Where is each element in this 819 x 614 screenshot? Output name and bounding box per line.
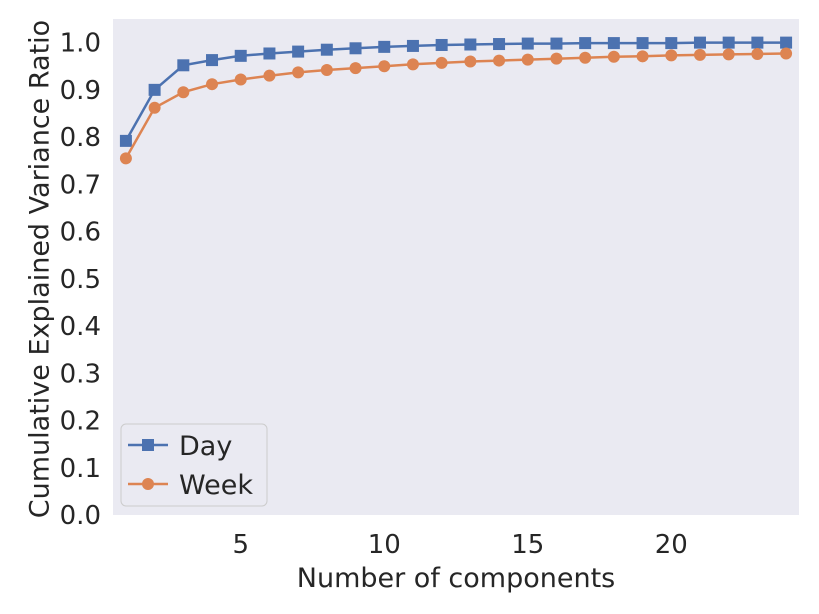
series-day: [119, 36, 793, 147]
data-point: [206, 54, 219, 67]
data-point: [521, 53, 534, 66]
data-point: [607, 37, 620, 50]
data-point: [521, 37, 534, 50]
data-point: [751, 36, 764, 49]
series-week: [119, 47, 793, 165]
y-tick-label: 0.1: [60, 454, 101, 484]
data-point: [378, 40, 391, 53]
y-tick-label: 0.9: [60, 76, 101, 106]
data-point: [435, 38, 448, 51]
data-point: [263, 47, 276, 60]
data-point: [119, 152, 132, 165]
data-point: [464, 55, 477, 68]
y-tick-label: 0.0: [60, 501, 101, 531]
y-tick-label: 1.0: [60, 29, 101, 59]
data-point: [693, 48, 706, 61]
x-axis-label: Number of components: [297, 563, 615, 594]
data-point: [493, 54, 506, 67]
data-point: [406, 58, 419, 71]
data-point: [349, 62, 362, 75]
y-tick-label: 0.2: [60, 407, 101, 437]
data-point: [435, 56, 448, 69]
data-point: [636, 37, 649, 50]
data-point: [493, 38, 506, 51]
legend-marker-square: [142, 439, 154, 451]
legend-entry-week: Week: [128, 470, 253, 501]
y-tick-label: 0.6: [60, 218, 101, 248]
data-point: [292, 66, 305, 79]
data-point: [693, 36, 706, 49]
y-tick-label: 0.7: [60, 170, 101, 200]
data-point: [780, 36, 793, 49]
data-point: [780, 47, 793, 60]
x-tick-label: 5: [232, 530, 249, 560]
legend-label: Week: [179, 470, 253, 501]
data-point: [579, 51, 592, 64]
y-tick-label: 0.5: [60, 265, 101, 295]
data-point: [148, 83, 161, 96]
legend-entry-day: Day: [128, 431, 232, 462]
data-point: [406, 39, 419, 52]
data-point: [349, 42, 362, 55]
data-point: [378, 60, 391, 73]
y-tick-label: 0.8: [60, 123, 101, 153]
x-axis-ticks: 5 10 15 20: [232, 530, 687, 560]
x-tick-label: 10: [368, 530, 401, 560]
data-point: [234, 73, 247, 86]
data-point: [665, 49, 678, 62]
x-tick-label: 20: [655, 530, 688, 560]
data-point: [550, 37, 563, 50]
legend-marker-circle: [142, 478, 154, 490]
data-point: [550, 52, 563, 65]
data-point: [607, 50, 620, 63]
data-point: [177, 59, 190, 72]
data-point: [263, 69, 276, 82]
series-group: [119, 36, 793, 165]
data-point: [206, 78, 219, 91]
data-point: [320, 43, 333, 56]
data-point: [292, 45, 305, 58]
y-axis-label: Cumulative Explained Variance Ratio: [25, 20, 56, 518]
data-point: [320, 64, 333, 77]
y-tick-label: 0.4: [60, 312, 101, 342]
data-point: [665, 37, 678, 50]
data-point: [177, 86, 190, 99]
legend: Day Week: [120, 423, 268, 507]
data-point: [722, 36, 735, 49]
legend-label: Day: [179, 431, 232, 462]
data-point: [148, 101, 161, 114]
data-point: [579, 37, 592, 50]
data-point: [234, 49, 247, 62]
data-point: [636, 50, 649, 63]
x-tick-label: 15: [511, 530, 544, 560]
data-point: [119, 134, 132, 147]
data-point: [751, 47, 764, 60]
y-tick-label: 0.3: [60, 359, 101, 389]
y-axis-ticks: 0.0 0.1 0.2 0.3 0.4 0.5 0.6 0.7 0.8 0.9 1.0: [60, 29, 101, 531]
data-point: [464, 38, 477, 51]
data-point: [722, 48, 735, 61]
